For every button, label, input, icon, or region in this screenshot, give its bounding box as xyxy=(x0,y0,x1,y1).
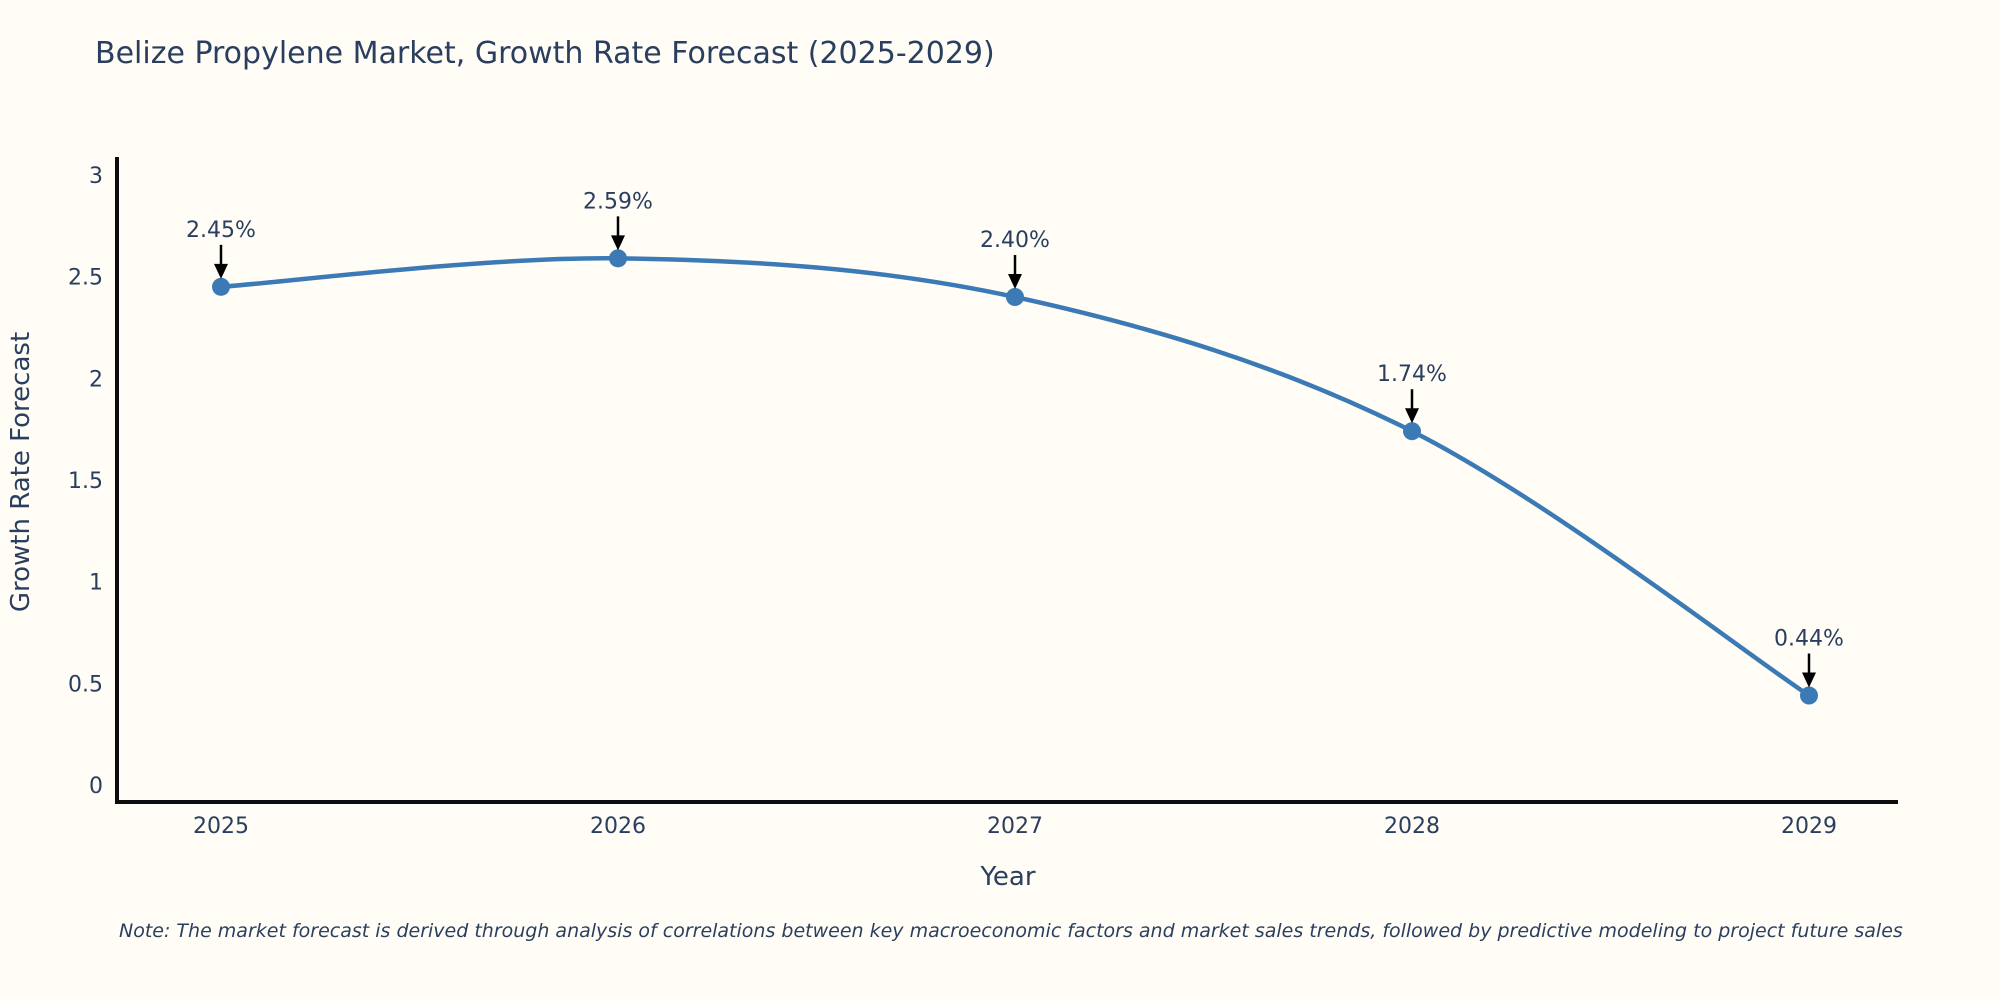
y-axis-title: Growth Rate Forecast xyxy=(6,332,36,612)
plot-area: 0 0.5 1 1.5 2 2.5 3 2025 2026 2027 2028 2029 2.45% 2.… xyxy=(68,157,1898,839)
data-point-2025 xyxy=(212,277,230,296)
annotation-arrow-head xyxy=(1405,408,1419,424)
data-point-2028 xyxy=(1403,422,1421,441)
x-tick-label: 2028 xyxy=(1384,814,1440,839)
chart-footnote: Note: The market forecast is derived thr… xyxy=(119,920,1903,942)
annotation-arrow-head xyxy=(214,263,228,279)
point-label: 0.44% xyxy=(1774,627,1844,652)
annotation-arrow-head xyxy=(611,235,625,251)
data-point-2029 xyxy=(1800,686,1818,705)
series-line xyxy=(218,256,1812,698)
point-label: 2.59% xyxy=(583,189,653,214)
chart-title: Belize Propylene Market, Growth Rate For… xyxy=(95,36,995,71)
x-tick-label: 2026 xyxy=(590,814,646,839)
x-tick-label: 2025 xyxy=(193,814,249,839)
y-tick-label: 2 xyxy=(89,367,103,392)
data-point-2027 xyxy=(1006,288,1024,306)
x-axis-title: Year xyxy=(979,862,1035,892)
x-tick-label: 2027 xyxy=(987,814,1043,839)
y-tick-label: 0.5 xyxy=(68,672,103,697)
annotation-arrow-head xyxy=(1802,672,1816,688)
y-tick-label: 1.5 xyxy=(68,469,103,494)
y-tick-label: 1 xyxy=(89,571,103,596)
y-tick-label: 2.5 xyxy=(68,266,103,291)
x-tick-label: 2029 xyxy=(1781,814,1837,839)
data-point-2026 xyxy=(609,249,627,268)
annotation-arrow-head xyxy=(1008,274,1022,289)
y-tick-label: 0 xyxy=(89,774,103,799)
point-label: 2.45% xyxy=(186,218,256,243)
point-label: 1.74% xyxy=(1377,362,1447,387)
y-tick-label: 3 xyxy=(89,164,103,189)
point-label: 2.40% xyxy=(980,228,1050,253)
